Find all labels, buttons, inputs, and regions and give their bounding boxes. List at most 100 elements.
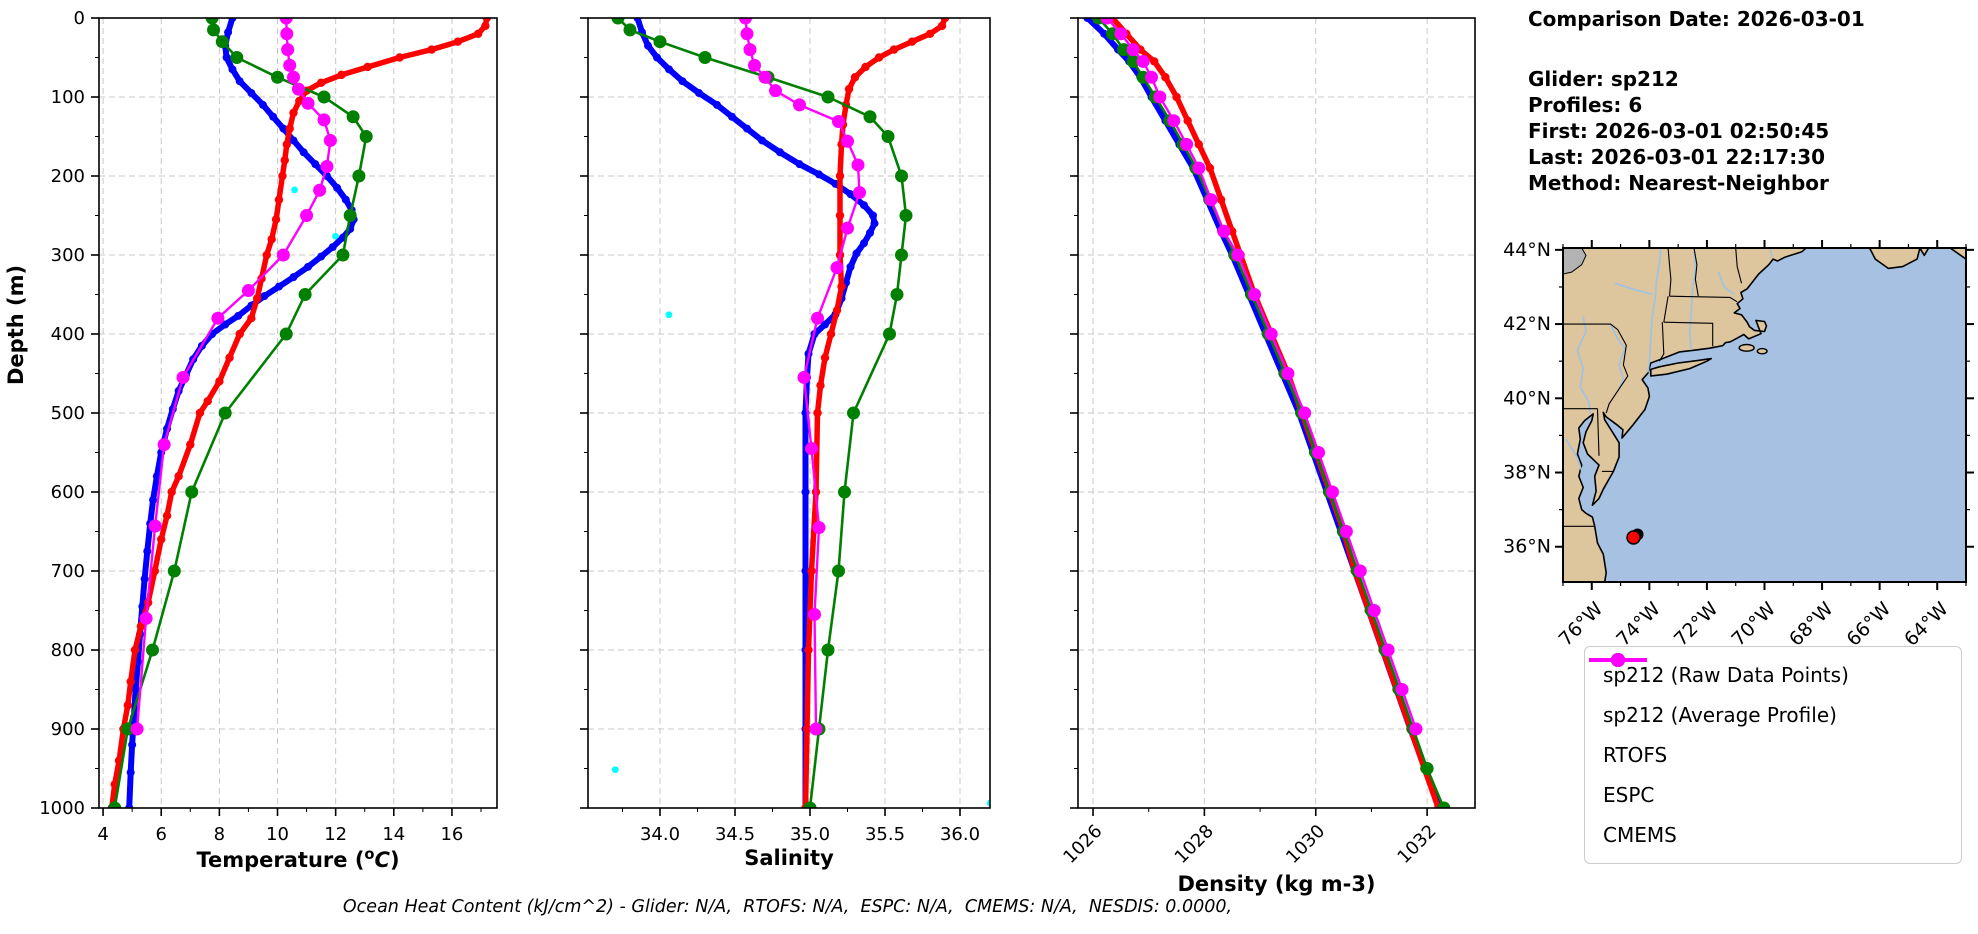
ohc-caption: Ocean Heat Content (kJ/cm^2) - Glider: N… — [342, 897, 1233, 917]
svg-text:38°N: 38°N — [1503, 462, 1551, 484]
legend-entry-espc: ESPC — [1589, 653, 1951, 815]
map-river — [1647, 248, 1662, 373]
map-river — [1576, 316, 1592, 414]
temperature-ticks — [91, 17, 482, 816]
map-river — [1769, 248, 1773, 258]
salinity-series-cmems — [739, 18, 866, 736]
svg-text:36.0: 36.0 — [940, 824, 980, 845]
legend-label: RTOFS — [1603, 743, 1668, 767]
legend-label: sp212 (Raw Data Points) — [1603, 663, 1849, 687]
svg-text:200: 200 — [51, 166, 85, 187]
svg-text:600: 600 — [51, 482, 85, 503]
svg-text:1030: 1030 — [1282, 821, 1329, 868]
svg-text:35.0: 35.0 — [790, 824, 830, 845]
map-land — [1563, 248, 1807, 582]
salinity-tick-labels: 34.0 34.5 35.0 35.5 36.0 — [640, 824, 980, 845]
panel-temperature: 4 6 8 10 12 14 16 0 100 200 300 400 500 600 700 800 900 1… — [39, 8, 498, 845]
legend-entry-cmems: CMEMS — [1589, 653, 1951, 855]
svg-text:68°W: 68°W — [1785, 598, 1838, 651]
temperature-series-cmems — [130, 18, 337, 736]
map-island — [1756, 347, 1768, 355]
map-land — [1650, 357, 1712, 377]
density-ticks — [1070, 17, 1428, 816]
info-block: Comparison Date: 2026-03-01 Glider: sp21… — [1528, 6, 1865, 196]
legend-label: sp212 (Average Profile) — [1603, 703, 1837, 727]
temperature-series-espc — [108, 18, 373, 808]
info-spacer — [1528, 32, 1865, 66]
svg-text:800: 800 — [51, 640, 85, 661]
svg-text:1028: 1028 — [1171, 821, 1218, 868]
map-state-border — [1735, 248, 1743, 284]
svg-text:100: 100 — [51, 87, 85, 108]
svg-text:1000: 1000 — [39, 798, 85, 819]
salinity-plot-area — [611, 18, 990, 808]
map-ticks — [1555, 240, 1974, 590]
legend-entry-rtofs: RTOFS — [1589, 653, 1951, 775]
y-axis-title: Depth (m) — [4, 264, 28, 385]
map-state-border — [1667, 248, 1672, 297]
map-area — [1563, 248, 1966, 582]
temperature-plot-area — [107, 18, 492, 808]
map-state-border — [1663, 296, 1669, 323]
svg-text:300: 300 — [51, 245, 85, 266]
svg-text:700: 700 — [51, 561, 85, 582]
density-plot-area — [1083, 18, 1451, 808]
legend-entry-sp212-raw-data-points-: sp212 (Raw Data Points) — [1595, 655, 1951, 695]
salinity-grid — [588, 17, 990, 809]
temperature-grid — [99, 17, 497, 809]
map-river — [1717, 271, 1735, 296]
density-series-cmems — [1100, 18, 1423, 736]
map-state-border — [1693, 248, 1699, 297]
density-tick-labels: 1026 1028 1030 1032 — [1059, 821, 1440, 868]
svg-text:44°N: 44°N — [1503, 239, 1551, 261]
temperature-axis-title-text: Temperature ( — [196, 848, 365, 872]
temperature-raw-points — [291, 186, 339, 240]
method-text: Method: Nearest-Neighbor — [1528, 171, 1829, 195]
temperature-series-rtofs — [107, 18, 492, 808]
first-time-text: First: 2026-03-01 02:50:45 — [1528, 119, 1830, 143]
density-axis-title: Density (kg m-3) — [1177, 872, 1376, 896]
svg-text:34.0: 34.0 — [640, 824, 680, 845]
map-state-border — [1669, 295, 1738, 303]
svg-text:0: 0 — [74, 8, 85, 29]
profiles-text: Profiles: 6 — [1528, 93, 1643, 117]
map-state-border — [1596, 408, 1600, 456]
svg-text:35.5: 35.5 — [865, 824, 905, 845]
glider-location-marker — [1626, 530, 1641, 545]
svg-text:8: 8 — [214, 824, 225, 845]
map-river — [1688, 248, 1697, 351]
glider-text: Glider: sp212 — [1528, 67, 1679, 91]
map-state-border — [1563, 323, 1629, 414]
temperature-axis-title-close: ) — [389, 848, 400, 872]
svg-text:4: 4 — [97, 824, 108, 845]
salinity-ticks — [580, 17, 961, 816]
svg-text:70°W: 70°W — [1727, 598, 1780, 651]
temperature-axis-title-var: C — [374, 848, 390, 872]
svg-text:34.5: 34.5 — [715, 824, 755, 845]
temperature-series-sp212-average-profile- — [125, 18, 358, 808]
map-land — [1949, 248, 1966, 260]
temperature-tick-labels: 4 6 8 10 12 14 16 0 100 200 300 400 500 600 700 800 900 1… — [39, 8, 463, 845]
svg-text:16: 16 — [440, 824, 463, 845]
legend-label: ESPC — [1603, 783, 1655, 807]
svg-text:36°N: 36°N — [1503, 536, 1551, 558]
temperature-axis-title: Temperature (oC) — [99, 846, 497, 872]
svg-text:74°W: 74°W — [1612, 598, 1665, 651]
temperature-axis-title-sup: o — [364, 846, 375, 863]
map-river — [1565, 438, 1583, 471]
svg-text:900: 900 — [51, 719, 85, 740]
legend-label: CMEMS — [1603, 823, 1677, 847]
legend-entry-sp212-average-profile-: sp212 (Average Profile) — [1589, 653, 1951, 735]
svg-text:6: 6 — [155, 824, 166, 845]
location-map: 44°N 42°N 40°N 38°N 36°N 76°W 74°W 72°W 70°W 68°W… — [1503, 239, 1974, 651]
salinity-axis-title: Salinity — [744, 846, 834, 870]
svg-text:12: 12 — [324, 824, 347, 845]
map-state-border — [1663, 321, 1714, 347]
legend-line-dot-icon — [1589, 653, 1647, 667]
svg-text:1026: 1026 — [1059, 821, 1106, 868]
svg-text:500: 500 — [51, 403, 85, 424]
map-state-border — [1658, 322, 1665, 362]
svg-text:76°W: 76°W — [1555, 598, 1608, 651]
svg-text:400: 400 — [51, 324, 85, 345]
